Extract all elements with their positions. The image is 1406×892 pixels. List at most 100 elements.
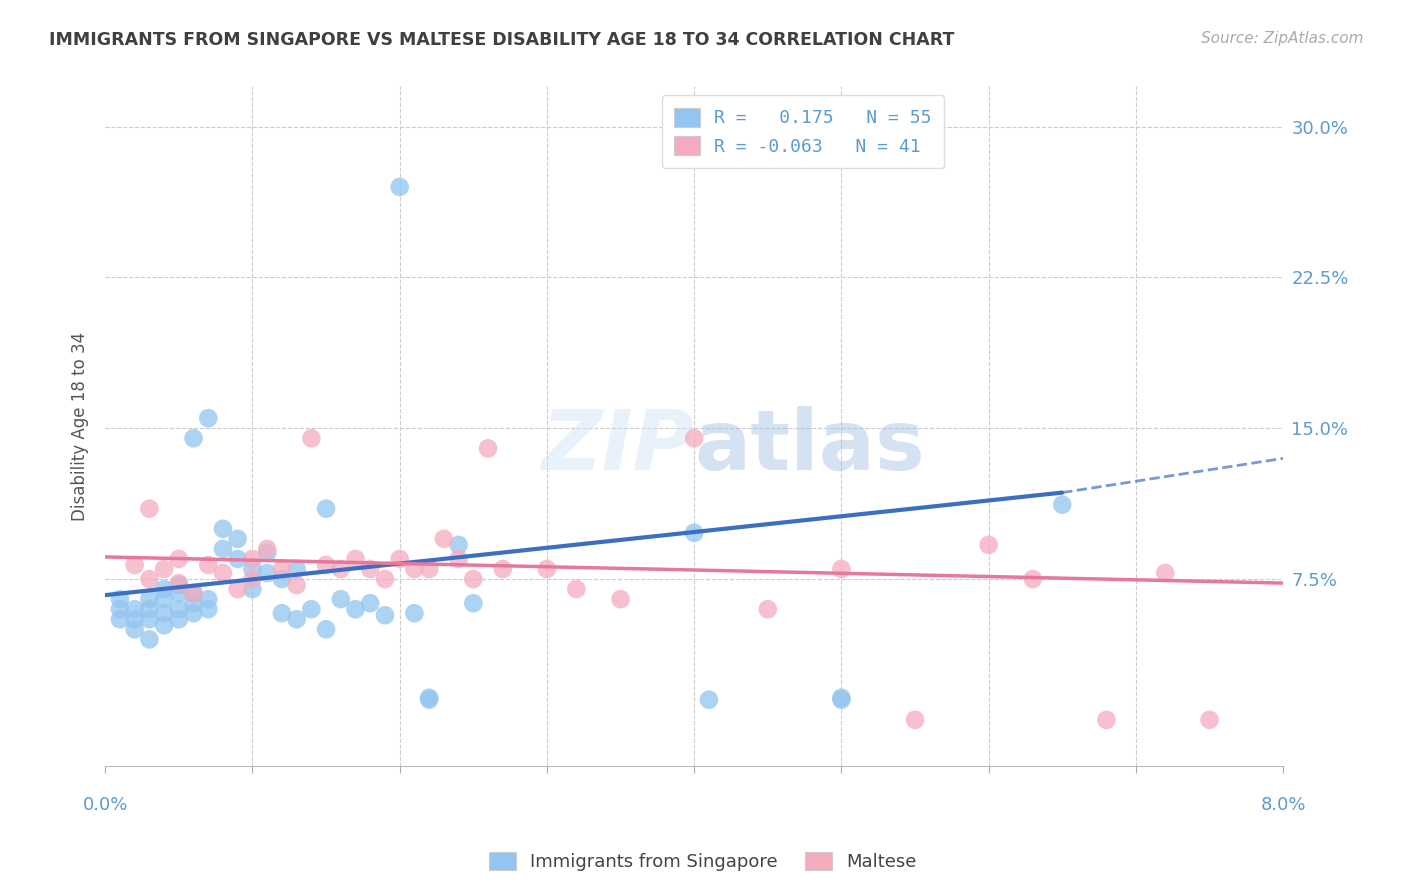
- Point: [167, 602, 190, 616]
- Point: [153, 618, 176, 632]
- Point: [153, 582, 176, 596]
- Point: [492, 562, 515, 576]
- Point: [108, 602, 131, 616]
- Point: [270, 572, 292, 586]
- Point: [344, 552, 367, 566]
- Point: [830, 692, 852, 706]
- Point: [315, 623, 337, 637]
- Point: [904, 713, 927, 727]
- Point: [153, 562, 176, 576]
- Point: [124, 602, 146, 616]
- Point: [183, 586, 205, 600]
- Point: [299, 602, 322, 616]
- Point: [138, 602, 160, 616]
- Point: [433, 532, 456, 546]
- Point: [1095, 713, 1118, 727]
- Point: [212, 541, 235, 556]
- Text: 8.0%: 8.0%: [1260, 797, 1306, 814]
- Point: [108, 592, 131, 607]
- Point: [683, 431, 706, 445]
- Point: [138, 592, 160, 607]
- Point: [183, 586, 205, 600]
- Point: [315, 558, 337, 572]
- Point: [138, 572, 160, 586]
- Point: [108, 612, 131, 626]
- Point: [212, 566, 235, 580]
- Point: [404, 562, 426, 576]
- Point: [167, 578, 190, 592]
- Y-axis label: Disability Age 18 to 34: Disability Age 18 to 34: [72, 332, 89, 521]
- Point: [299, 431, 322, 445]
- Point: [463, 572, 485, 586]
- Point: [242, 562, 264, 576]
- Point: [285, 612, 308, 626]
- Legend: Immigrants from Singapore, Maltese: Immigrants from Singapore, Maltese: [482, 845, 924, 879]
- Point: [447, 552, 470, 566]
- Point: [374, 572, 396, 586]
- Point: [138, 632, 160, 647]
- Point: [359, 596, 381, 610]
- Point: [697, 692, 720, 706]
- Point: [256, 546, 278, 560]
- Point: [183, 431, 205, 445]
- Point: [329, 592, 352, 607]
- Point: [977, 538, 1000, 552]
- Point: [388, 180, 411, 194]
- Point: [167, 552, 190, 566]
- Point: [830, 690, 852, 705]
- Point: [212, 522, 235, 536]
- Point: [124, 612, 146, 626]
- Point: [167, 576, 190, 591]
- Point: [609, 592, 631, 607]
- Point: [256, 541, 278, 556]
- Point: [197, 411, 219, 425]
- Point: [344, 602, 367, 616]
- Point: [418, 692, 440, 706]
- Text: IMMIGRANTS FROM SINGAPORE VS MALTESE DISABILITY AGE 18 TO 34 CORRELATION CHART: IMMIGRANTS FROM SINGAPORE VS MALTESE DIS…: [49, 31, 955, 49]
- Point: [477, 442, 499, 456]
- Point: [270, 606, 292, 620]
- Point: [1154, 566, 1177, 580]
- Point: [167, 586, 190, 600]
- Point: [256, 566, 278, 580]
- Point: [197, 592, 219, 607]
- Point: [226, 532, 249, 546]
- Point: [374, 608, 396, 623]
- Point: [388, 552, 411, 566]
- Point: [447, 538, 470, 552]
- Point: [167, 612, 190, 626]
- Point: [463, 596, 485, 610]
- Point: [226, 582, 249, 596]
- Point: [226, 552, 249, 566]
- Point: [1198, 713, 1220, 727]
- Point: [683, 525, 706, 540]
- Point: [183, 606, 205, 620]
- Point: [756, 602, 779, 616]
- Point: [315, 501, 337, 516]
- Point: [285, 578, 308, 592]
- Text: 0.0%: 0.0%: [83, 797, 128, 814]
- Point: [183, 596, 205, 610]
- Point: [359, 562, 381, 576]
- Point: [404, 606, 426, 620]
- Point: [329, 562, 352, 576]
- Point: [285, 562, 308, 576]
- Point: [242, 582, 264, 596]
- Legend: R =   0.175   N = 55, R = -0.063   N = 41: R = 0.175 N = 55, R = -0.063 N = 41: [662, 95, 945, 169]
- Point: [124, 558, 146, 572]
- Point: [418, 690, 440, 705]
- Point: [242, 572, 264, 586]
- Point: [270, 562, 292, 576]
- Point: [138, 501, 160, 516]
- Point: [1052, 498, 1074, 512]
- Point: [242, 552, 264, 566]
- Point: [536, 562, 558, 576]
- Point: [197, 558, 219, 572]
- Text: Source: ZipAtlas.com: Source: ZipAtlas.com: [1201, 31, 1364, 46]
- Point: [830, 562, 852, 576]
- Point: [418, 562, 440, 576]
- Point: [124, 623, 146, 637]
- Point: [197, 602, 219, 616]
- Text: ZIP: ZIP: [541, 406, 695, 487]
- Point: [138, 612, 160, 626]
